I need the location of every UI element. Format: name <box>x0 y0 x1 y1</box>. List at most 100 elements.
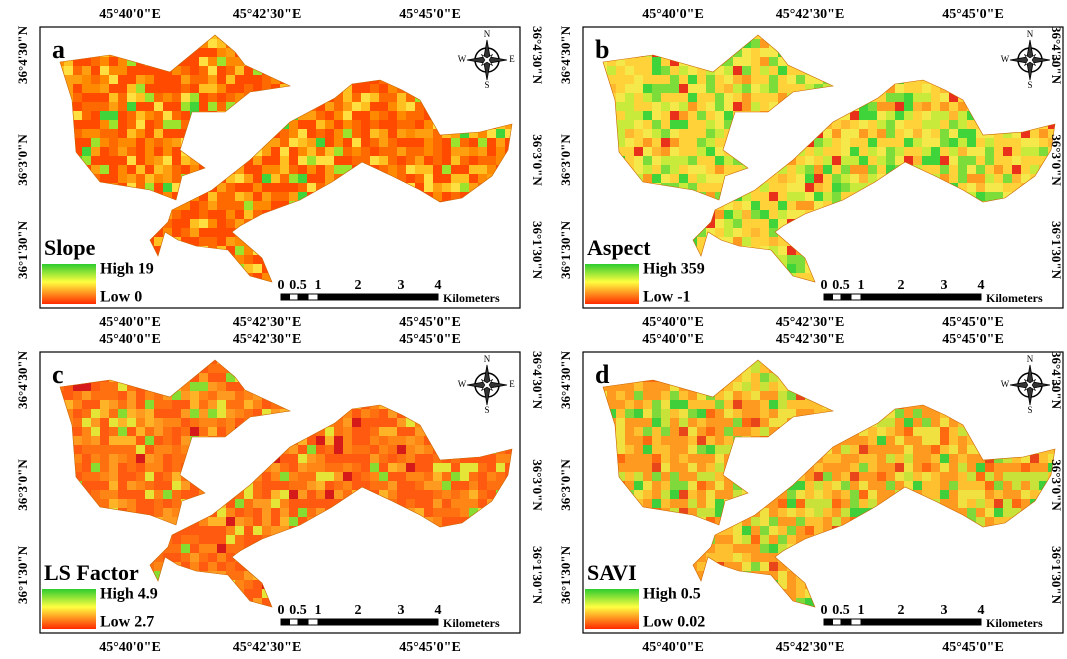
lat-label: 36°3'0"N <box>558 459 573 511</box>
lat-label: 36°3'0"N <box>15 134 30 186</box>
lon-label: 45°40'0"E <box>99 7 161 22</box>
legend-ramp <box>585 264 639 304</box>
lon-label: 45°45'0"E <box>942 332 1004 347</box>
scale-segment <box>851 294 861 300</box>
scale-label: 4 <box>978 603 985 618</box>
lat-label: 36°1'30"N <box>530 546 545 605</box>
lat-label: 36°1'30"N <box>1049 221 1064 280</box>
map-panel: d 45°40'0"E 45°40'0"E 45°42'30"E 45°42'30"E 4… <box>558 332 1067 655</box>
lat-label: 36°4'30"N <box>530 26 545 85</box>
lon-label: 45°40'0"E <box>642 315 704 330</box>
compass-label: E <box>1052 379 1058 389</box>
lon-label: 45°42'30"E <box>776 640 845 655</box>
lat-label: 36°3'0"N <box>558 134 573 186</box>
legend-low: Low 0 <box>100 289 142 306</box>
lon-label: 45°40'0"E <box>642 640 704 655</box>
lat-label: 36°1'30"N <box>558 220 573 279</box>
legend-low: Low 0.02 <box>643 614 705 631</box>
lon-label: 45°42'30"E <box>233 332 302 347</box>
scale-segment <box>861 619 901 625</box>
compass-label: S <box>484 405 489 415</box>
lon-label: 45°45'0"E <box>942 640 1004 655</box>
scale-segment <box>290 619 299 625</box>
scale-segment <box>308 619 318 625</box>
scale-segment <box>318 294 358 300</box>
legend-high: High 0.5 <box>643 586 701 603</box>
scale-label: 4 <box>435 603 442 618</box>
lat-label: 36°1'30"N <box>15 545 30 604</box>
compass-label: W <box>458 54 467 64</box>
scale-label: 3 <box>398 603 405 618</box>
compass-label: N <box>1027 29 1034 39</box>
lon-label: 45°42'30"E <box>233 7 302 22</box>
lon-label: 45°42'30"E <box>776 315 845 330</box>
scale-segment <box>833 294 842 300</box>
scale-label: 0.5 <box>832 278 850 293</box>
scale-unit: Kilometers <box>986 616 1043 630</box>
scale-segment <box>298 294 308 300</box>
panel-letter: c <box>52 360 64 389</box>
scale-unit: Kilometers <box>443 616 500 630</box>
scale-unit: Kilometers <box>443 291 500 305</box>
lon-label: 45°45'0"E <box>399 7 461 22</box>
compass-label: S <box>1027 405 1032 415</box>
scale-segment <box>401 294 438 300</box>
lon-label: 45°40'0"E <box>642 332 704 347</box>
scale-segment <box>833 619 842 625</box>
lat-label: 36°3'0"N <box>1049 459 1064 511</box>
lon-label: 45°45'0"E <box>399 315 461 330</box>
scale-label: 4 <box>978 278 985 293</box>
scale-label: 0 <box>821 278 828 293</box>
lon-label: 45°42'30"E <box>233 315 302 330</box>
scale-label: 0 <box>278 603 285 618</box>
scale-label: 2 <box>355 603 362 618</box>
lon-label: 45°42'30"E <box>233 640 302 655</box>
scale-label: 0.5 <box>289 603 307 618</box>
scale-label: 0.5 <box>289 278 307 293</box>
lat-label: 36°4'30"N <box>15 25 30 84</box>
scale-segment <box>944 619 981 625</box>
scale-segment <box>841 619 851 625</box>
legend-ramp <box>585 589 639 629</box>
scale-label: 4 <box>435 278 442 293</box>
scale-segment <box>901 294 944 300</box>
scale-label: 1 <box>315 278 322 293</box>
legend-low: Low -1 <box>643 289 691 306</box>
legend-ramp <box>42 589 96 629</box>
lat-label: 36°4'30"N <box>558 25 573 84</box>
legend-ramp <box>42 264 96 304</box>
scale-label: 0 <box>821 603 828 618</box>
scale-segment <box>358 619 401 625</box>
legend-title: Slope <box>44 235 96 260</box>
scale-segment <box>358 294 401 300</box>
scale-label: 0.5 <box>832 603 850 618</box>
compass-label: N <box>484 29 491 39</box>
lon-label: 45°40'0"E <box>99 640 161 655</box>
compass-label: S <box>1027 80 1032 90</box>
lon-label: 45°40'0"E <box>642 7 704 22</box>
compass-label: N <box>484 354 491 364</box>
lon-label: 45°45'0"E <box>942 7 1004 22</box>
legend-high: High 19 <box>100 261 154 278</box>
map-panel: c45°40'0"E45°40'0"E45°42'30"E45°42'30"E4… <box>15 332 545 655</box>
compass-label: E <box>509 54 515 64</box>
lat-label: 36°3'0"N <box>15 459 30 511</box>
lat-label: 36°3'0"N <box>1049 134 1064 186</box>
scale-segment <box>318 619 358 625</box>
lon-label: 45°42'30"E <box>776 332 845 347</box>
scale-label: 3 <box>398 278 405 293</box>
scale-label: 1 <box>858 603 865 618</box>
scale-segment <box>281 294 290 300</box>
lat-label: 36°4'30"N <box>558 350 573 409</box>
scale-segment <box>944 294 981 300</box>
legend-low: Low 2.7 <box>100 614 154 631</box>
lat-label: 36°1'30"N <box>558 545 573 604</box>
scale-label: 3 <box>941 278 948 293</box>
panel-letter: d <box>595 360 610 389</box>
scale-segment <box>841 294 851 300</box>
scale-label: 1 <box>858 278 865 293</box>
scale-segment <box>298 619 308 625</box>
scale-label: 2 <box>898 278 905 293</box>
scale-segment <box>290 294 299 300</box>
